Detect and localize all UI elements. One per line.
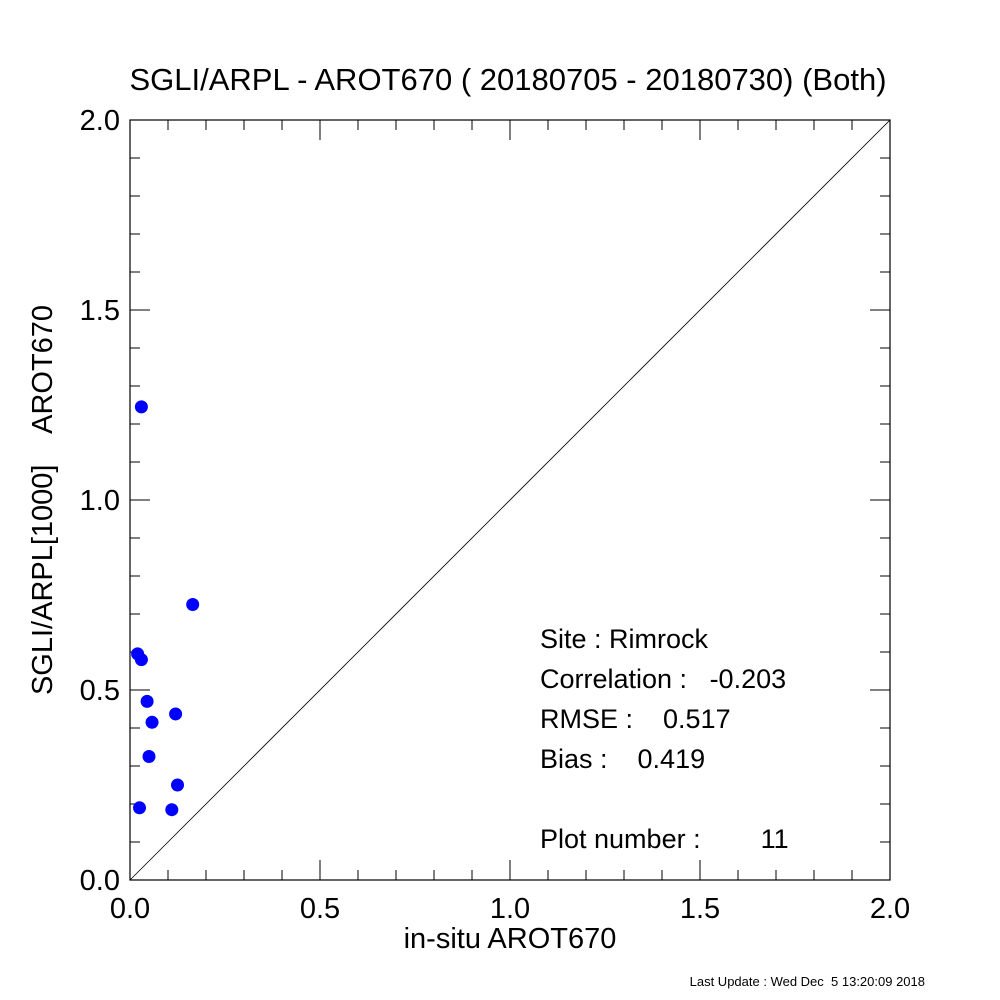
major-ticks bbox=[129, 119, 891, 881]
chart-title: SGLI/ARPL - AROT670 ( 20180705 - 2018073… bbox=[129, 62, 886, 97]
data-point bbox=[165, 803, 179, 817]
y-tick-label: 0.0 bbox=[80, 865, 120, 897]
x-tick-label: 0.0 bbox=[110, 893, 150, 925]
x-tick-labels: 0.0 0.5 1.0 1.5 2.0 bbox=[110, 893, 910, 925]
x-tick-label: 2.0 bbox=[870, 893, 910, 925]
one-to-one-line bbox=[129, 119, 891, 881]
plot-number-annotation: Plot number : 11 bbox=[540, 824, 789, 854]
stats-annotations: Site : Rimrock Correlation : -0.203 RMSE… bbox=[540, 624, 789, 854]
data-point bbox=[134, 400, 148, 414]
data-point bbox=[169, 707, 183, 721]
data-point bbox=[133, 801, 146, 815]
y-tick-label: 1.0 bbox=[80, 485, 120, 517]
x-axis-label: in-situ AROT670 bbox=[404, 923, 617, 955]
site-annotation: Site : Rimrock bbox=[540, 624, 709, 654]
y-tick-labels: 0.0 0.5 1.0 1.5 2.0 bbox=[80, 105, 120, 897]
data-point bbox=[142, 750, 156, 763]
bias-annotation: Bias : 0.419 bbox=[540, 744, 705, 774]
x-tick-label: 0.5 bbox=[300, 893, 340, 925]
y-tick-label: 0.5 bbox=[80, 675, 120, 707]
x-tick-label: 1.5 bbox=[680, 893, 720, 925]
y-tick-label: 1.5 bbox=[80, 295, 120, 327]
data-point bbox=[186, 598, 200, 611]
data-points bbox=[131, 400, 200, 817]
last-update-footer: Last Update : Wed Dec 5 13:20:09 2018 bbox=[690, 974, 925, 989]
data-point bbox=[134, 653, 148, 667]
data-point bbox=[140, 694, 154, 708]
y-axis-label: SGLI/ARPL[1000] AROT670 bbox=[27, 305, 59, 695]
data-point bbox=[171, 778, 184, 792]
x-tick-label: 1.0 bbox=[490, 893, 530, 925]
y-tick-label: 2.0 bbox=[80, 105, 120, 137]
correlation-annotation: Correlation : -0.203 bbox=[540, 664, 786, 694]
minor-ticks bbox=[130, 120, 890, 880]
data-point bbox=[145, 715, 159, 729]
rmse-annotation: RMSE : 0.517 bbox=[540, 704, 731, 734]
